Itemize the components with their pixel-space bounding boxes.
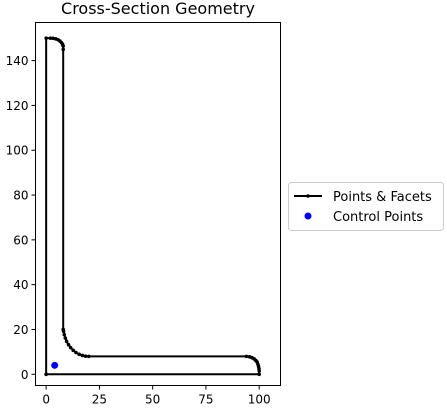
geometry-point (63, 336, 68, 340)
x-tick-label: 75 (198, 393, 213, 407)
geometry-point (48, 36, 53, 40)
geometry-point (77, 352, 81, 357)
geometry-point (68, 345, 73, 350)
control-point (51, 361, 59, 369)
geometry-point (44, 372, 48, 377)
geometry-outline-line (45, 37, 261, 376)
x-tick-label: 50 (145, 393, 160, 407)
geometry-point (51, 36, 55, 41)
y-tick-label: 20 (13, 323, 28, 337)
geometry-point (66, 342, 71, 347)
geometry-point (61, 47, 65, 52)
geometry-point (244, 354, 249, 359)
x-axis-ticks: 0 25 50 75 100 (42, 385, 271, 407)
geometry-point (61, 327, 65, 332)
legend-box (288, 182, 444, 231)
y-tick-label: 40 (13, 278, 28, 292)
chart-title: Cross-Section Geometry (61, 0, 255, 18)
y-tick-label: 100 (6, 144, 29, 158)
geometry-point (83, 354, 88, 358)
y-tick-label: 60 (13, 233, 28, 247)
y-tick-label: 0 (21, 368, 29, 382)
geometry-point (62, 332, 67, 337)
y-tick-label: 80 (13, 189, 28, 203)
geometry-point (86, 354, 91, 359)
x-tick-label: 100 (248, 393, 271, 407)
y-tick-label: 120 (6, 99, 29, 113)
legend-label-points-facets: Points & Facets (333, 190, 432, 205)
legend-control-point-marker (304, 212, 312, 220)
series-layer (44, 36, 261, 377)
x-tick-label: 25 (92, 393, 107, 407)
legend-label-control-points: Control Points (333, 210, 423, 225)
geometry-point (80, 353, 85, 358)
y-axis-ticks: 0 20 40 60 80 100 120 140 (6, 54, 36, 382)
geometry-point (257, 372, 261, 377)
geometry-point (44, 36, 48, 40)
geometry-point (53, 37, 58, 41)
legend-line-dot-marker (306, 194, 310, 198)
plot-frame (35, 22, 281, 386)
legend: Points & Facets Control Points (288, 182, 444, 231)
geometry-point (64, 339, 69, 344)
geometry-point (247, 355, 252, 359)
y-tick-label: 140 (6, 54, 29, 68)
geometry-point (71, 348, 76, 353)
x-tick-label: 0 (42, 393, 50, 407)
geometry-point (74, 350, 78, 355)
